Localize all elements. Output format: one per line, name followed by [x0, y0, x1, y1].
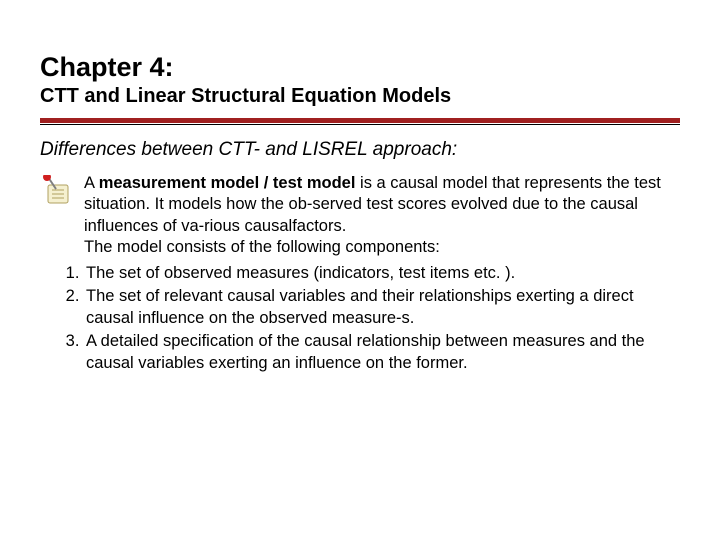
- intro-before: A: [84, 174, 99, 192]
- chapter-title: Chapter 4:: [40, 52, 680, 83]
- intro-line2: The model consists of the following comp…: [84, 237, 680, 258]
- components-list: The set of observed measures (indicators…: [40, 263, 680, 374]
- body-text: A measurement model / test model is a ca…: [40, 173, 680, 374]
- chapter-subtitle: CTT and Linear Structural Equation Model…: [40, 85, 680, 108]
- divider-red-line: [40, 118, 680, 123]
- pushpin-icon: [40, 175, 74, 209]
- intro-row: A measurement model / test model is a ca…: [40, 173, 680, 259]
- section-heading: Differences between CTT- and LISREL appr…: [40, 139, 680, 161]
- slide: Chapter 4: CTT and Linear Structural Equ…: [0, 0, 720, 540]
- list-item: The set of relevant causal variables and…: [84, 286, 680, 329]
- list-item: A detailed specification of the causal r…: [84, 331, 680, 374]
- list-item: The set of observed measures (indicators…: [84, 263, 680, 284]
- intro-text: A measurement model / test model is a ca…: [84, 173, 680, 259]
- divider: [40, 118, 680, 125]
- divider-thin-line: [40, 124, 680, 125]
- intro-bold-term: measurement model / test model: [99, 174, 356, 192]
- bullet-icon-col: [40, 173, 74, 215]
